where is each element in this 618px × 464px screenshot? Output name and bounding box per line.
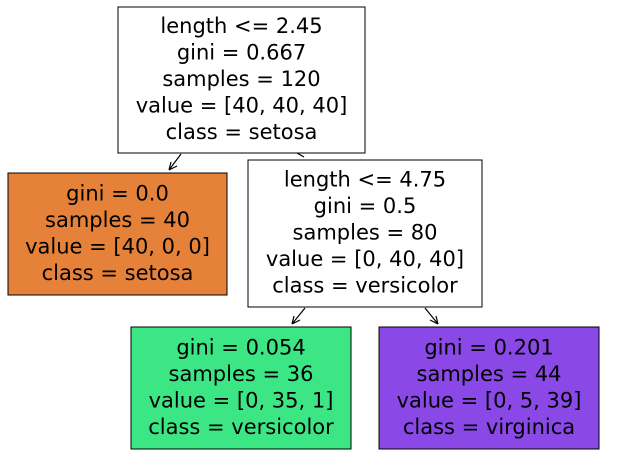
edge — [424, 307, 439, 325]
node-box — [130, 326, 352, 450]
node-box — [247, 159, 483, 308]
node-text: value = [0, 40, 40] — [266, 247, 464, 271]
node-text: value = [0, 5, 39] — [397, 388, 582, 412]
node-text: gini = 0.667 — [177, 41, 306, 65]
node-text: class = versicolor — [272, 274, 458, 298]
node-text: gini = 0.201 — [424, 335, 553, 359]
node-text: samples = 80 — [293, 221, 438, 245]
node-text: length <= 4.75 — [284, 168, 446, 192]
node-text: class = setosa — [166, 120, 318, 144]
node-text: samples = 120 — [162, 67, 320, 91]
node-text: class = versicolor — [148, 415, 334, 439]
node-text: samples = 36 — [169, 362, 314, 386]
node-text: class = virginica — [403, 415, 575, 439]
node-text: samples = 44 — [417, 362, 562, 386]
edges — [168, 152, 439, 325]
edge — [291, 307, 306, 325]
node-text: gini = 0.054 — [176, 335, 305, 359]
node-text: gini = 0.5 — [314, 194, 417, 218]
node-text: gini = 0.0 — [66, 181, 169, 205]
node-text: value = [40, 0, 0] — [25, 234, 210, 258]
node-box — [378, 326, 600, 450]
edge — [168, 153, 182, 171]
node-text: value = [40, 40, 40] — [136, 94, 348, 118]
node-text: class = setosa — [42, 261, 194, 285]
node-text: samples = 40 — [45, 208, 190, 232]
edge — [296, 152, 305, 158]
node-box — [7, 172, 228, 296]
node-text: value = [0, 35, 1] — [149, 388, 334, 412]
node-text: length <= 2.45 — [160, 14, 322, 38]
node-box — [117, 6, 366, 154]
